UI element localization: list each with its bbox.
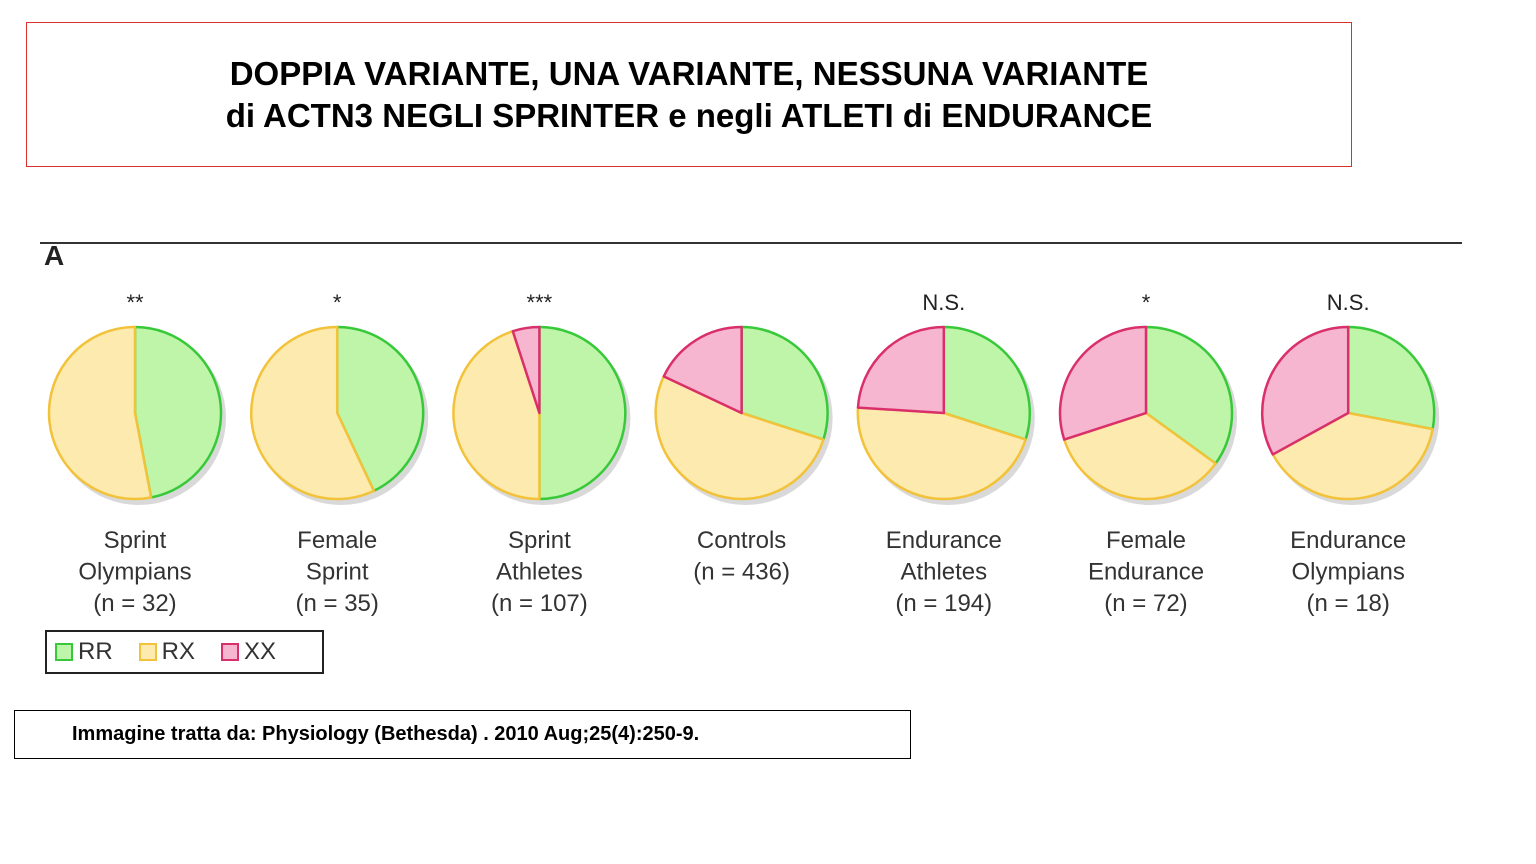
pie-slice-rx (47, 325, 153, 501)
significance-label: * (1142, 290, 1151, 315)
legend-label-rx: RX (161, 638, 196, 665)
title-line-1: DOPPIA VARIANTE, UNA VARIANTE, NESSUNA V… (229, 54, 1149, 92)
pie-slice-rr (538, 325, 627, 501)
legend-swatch-xx (221, 643, 240, 661)
pie-slice-xx (1058, 325, 1148, 441)
pie-slice-rr (942, 325, 1031, 441)
pie-caption-line: Sprint (306, 559, 369, 586)
figure-top-rule (40, 242, 1462, 244)
pie-group: N.S. Endurance Athletes (n = 194) (856, 290, 1035, 617)
significance-label: *** (527, 290, 553, 315)
legend: RR RX XX (45, 630, 324, 674)
significance-label: N.S. (922, 290, 965, 315)
pie-caption-line: (n = 436) (693, 559, 790, 586)
legend-item-rx: RX (138, 638, 196, 666)
pie-caption-line: Endurance (1290, 527, 1406, 554)
pie-caption-line: (n = 194) (895, 590, 992, 617)
pie-caption-line: Sprint (508, 527, 571, 554)
pie-slice-rr (1346, 325, 1436, 431)
pie-caption-line: Athletes (496, 559, 583, 586)
pie-caption-line: Olympians (78, 559, 191, 586)
legend-label-rr: RR (78, 638, 113, 665)
pie-slice-rx (654, 375, 825, 501)
pie-slice-xx (856, 325, 946, 415)
pie-caption-line: (n = 35) (296, 590, 379, 617)
pie-caption-line: Female (1106, 527, 1186, 554)
legend-swatch-rx (138, 643, 157, 661)
pie-slice-xx (662, 325, 743, 415)
pie-slice-rx (250, 325, 376, 501)
legend-item-rr: RR (55, 638, 113, 666)
significance-label: N.S. (1327, 290, 1370, 315)
pie-caption-line: Olympians (1292, 559, 1405, 586)
source-citation: Immagine tratta da: Physiology (Bethesda… (72, 723, 700, 745)
panel-label: A (44, 240, 65, 271)
pie-slice-rx (452, 329, 541, 501)
pie-caption-line: Controls (697, 527, 786, 554)
title-line-2: di ACTN3 NEGLI SPRINTER e negli ATLETI d… (225, 96, 1153, 134)
title-box: DOPPIA VARIANTE, UNA VARIANTE, NESSUNA V… (26, 22, 1352, 167)
pie-group: * Female Endurance (n = 72) (1058, 290, 1237, 617)
pie-caption-line: Sprint (104, 527, 167, 554)
pie-caption-line: (n = 72) (1104, 590, 1187, 617)
pie-chart-panel: ** Sprint Olympians (n = 32) * Female Sprint (n… (47, 290, 1440, 617)
pie-caption-line: Athletes (900, 559, 987, 586)
legend-label-xx: XX (244, 638, 277, 665)
pie-group: ** Sprint Olympians (n = 32) (47, 290, 226, 617)
pie-group: N.S. Endurance Olympians (n = 18) (1260, 290, 1440, 617)
pie-caption-line: (n = 32) (93, 590, 176, 617)
significance-label: ** (126, 290, 144, 315)
pie-caption-line: Endurance (886, 527, 1002, 554)
pie-caption-line: (n = 18) (1307, 590, 1390, 617)
significance-label: * (333, 290, 342, 315)
legend-item-xx: XX (221, 638, 276, 666)
source-box: Immagine tratta da: Physiology (Bethesda… (14, 710, 911, 759)
pie-slice-rx (1062, 411, 1217, 501)
pie-group: * Female Sprint (n = 35) (250, 290, 429, 617)
pie-group: Controls (n = 436) (654, 325, 833, 586)
pie-slice-xx (1260, 325, 1350, 456)
pie-slice-rr (335, 325, 425, 493)
pie-caption-line: Female (297, 527, 377, 554)
pie-slice-xx (511, 325, 541, 415)
pie-slice-rx (1271, 411, 1434, 501)
pie-slice-rr (133, 325, 223, 499)
pie-caption-line: (n = 107) (491, 590, 588, 617)
pie-caption-line: Endurance (1088, 559, 1204, 586)
legend-swatch-rr (55, 643, 73, 661)
pie-group: *** Sprint Athletes (n = 107) (452, 290, 631, 617)
pie-slice-rr (1144, 325, 1234, 465)
pie-slice-rr (740, 325, 829, 441)
pie-slice-rx (856, 406, 1027, 501)
